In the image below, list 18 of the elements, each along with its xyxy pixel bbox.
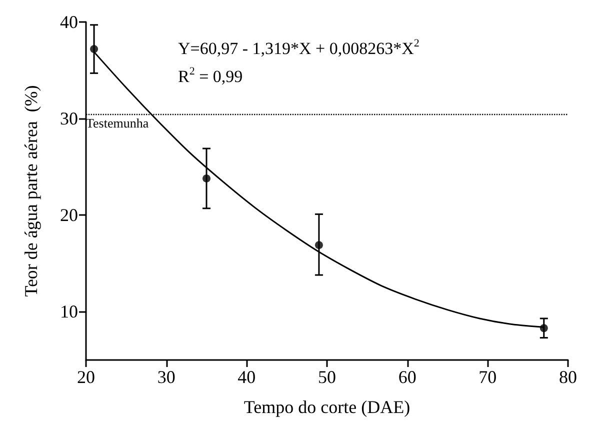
point xyxy=(90,45,98,54)
x-tick-label: 50 xyxy=(318,367,336,387)
y-tick-label: 10 xyxy=(60,302,78,322)
x-axis-title: Tempo do corte (DAE) xyxy=(244,397,410,417)
y-tick-label: 40 xyxy=(60,12,78,32)
point xyxy=(540,324,548,332)
ref-line-label: Testemunha xyxy=(86,116,149,131)
y-axis-title: Teor de água parte aérea (%) xyxy=(21,85,41,297)
x-tick-label: 30 xyxy=(157,367,176,387)
x-tick-label: 70 xyxy=(478,367,497,387)
y-tick-label: 20 xyxy=(60,205,78,226)
x-tick-label: 40 xyxy=(238,367,256,387)
point xyxy=(202,174,210,182)
x-tick-label: 80 xyxy=(559,367,577,387)
y-tick-label: 30 xyxy=(60,108,78,129)
point xyxy=(314,241,323,250)
x-tick-label: 20 xyxy=(77,367,95,387)
x-tick-label: 60 xyxy=(398,367,416,387)
